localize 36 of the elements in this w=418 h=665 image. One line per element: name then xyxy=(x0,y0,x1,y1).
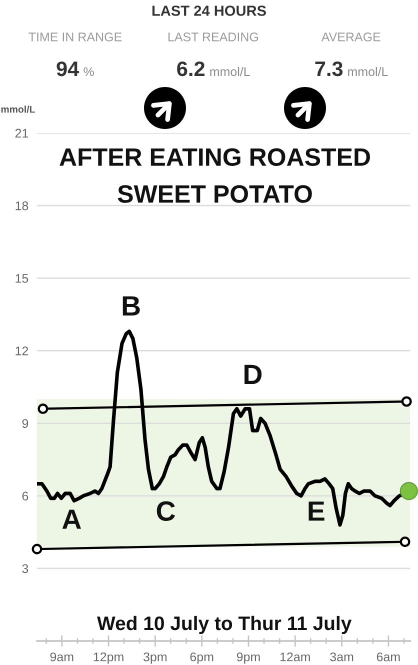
x-tick-label: 12pm xyxy=(94,652,124,664)
x-tick-label: 6am xyxy=(376,652,400,662)
y-tick-label: 6 xyxy=(22,492,28,501)
x-axis-title: Wed 10 July to Thur 11 July xyxy=(97,616,352,634)
y-axis-title: mmol/L xyxy=(1,106,35,113)
text: 94 xyxy=(56,61,80,76)
annotation: A xyxy=(62,510,82,529)
y-tick-label: 3 xyxy=(22,564,28,574)
x-tick-label: 9pm xyxy=(236,652,260,664)
text: % xyxy=(84,67,94,76)
annotation: E xyxy=(308,502,324,521)
point xyxy=(38,403,48,414)
annotation: D xyxy=(244,364,262,384)
y-tick-label: 12 xyxy=(16,346,28,356)
x-tick-label: 3pm xyxy=(144,652,167,664)
text: AFTER EATING ROASTED SWEET POTATO xyxy=(60,148,370,203)
text: AVERAGE xyxy=(321,32,380,42)
y-tick-label: 15 xyxy=(16,274,28,283)
y-tick-label: 18 xyxy=(16,201,28,210)
annotation: B xyxy=(122,296,140,316)
text: 7.3 xyxy=(315,61,343,76)
x-tick-label: 9am xyxy=(50,652,74,662)
text: 6.2 xyxy=(177,61,204,76)
text: LAST 24 HOURS xyxy=(152,6,266,16)
text: mmol/L xyxy=(348,66,388,76)
x-tick-label: 6pm xyxy=(190,652,214,664)
text: mmol/L xyxy=(210,66,250,76)
annotation: C xyxy=(156,501,176,521)
point xyxy=(401,396,412,407)
point xyxy=(400,536,410,548)
y-tick-label: 9 xyxy=(22,419,28,428)
text: LAST READING xyxy=(168,32,258,42)
text: TIME IN RANGE xyxy=(28,32,122,42)
x-tick-label: 12am xyxy=(280,652,310,662)
y-tick-label: 21 xyxy=(15,128,28,138)
x-tick-label: 3am xyxy=(330,652,354,662)
